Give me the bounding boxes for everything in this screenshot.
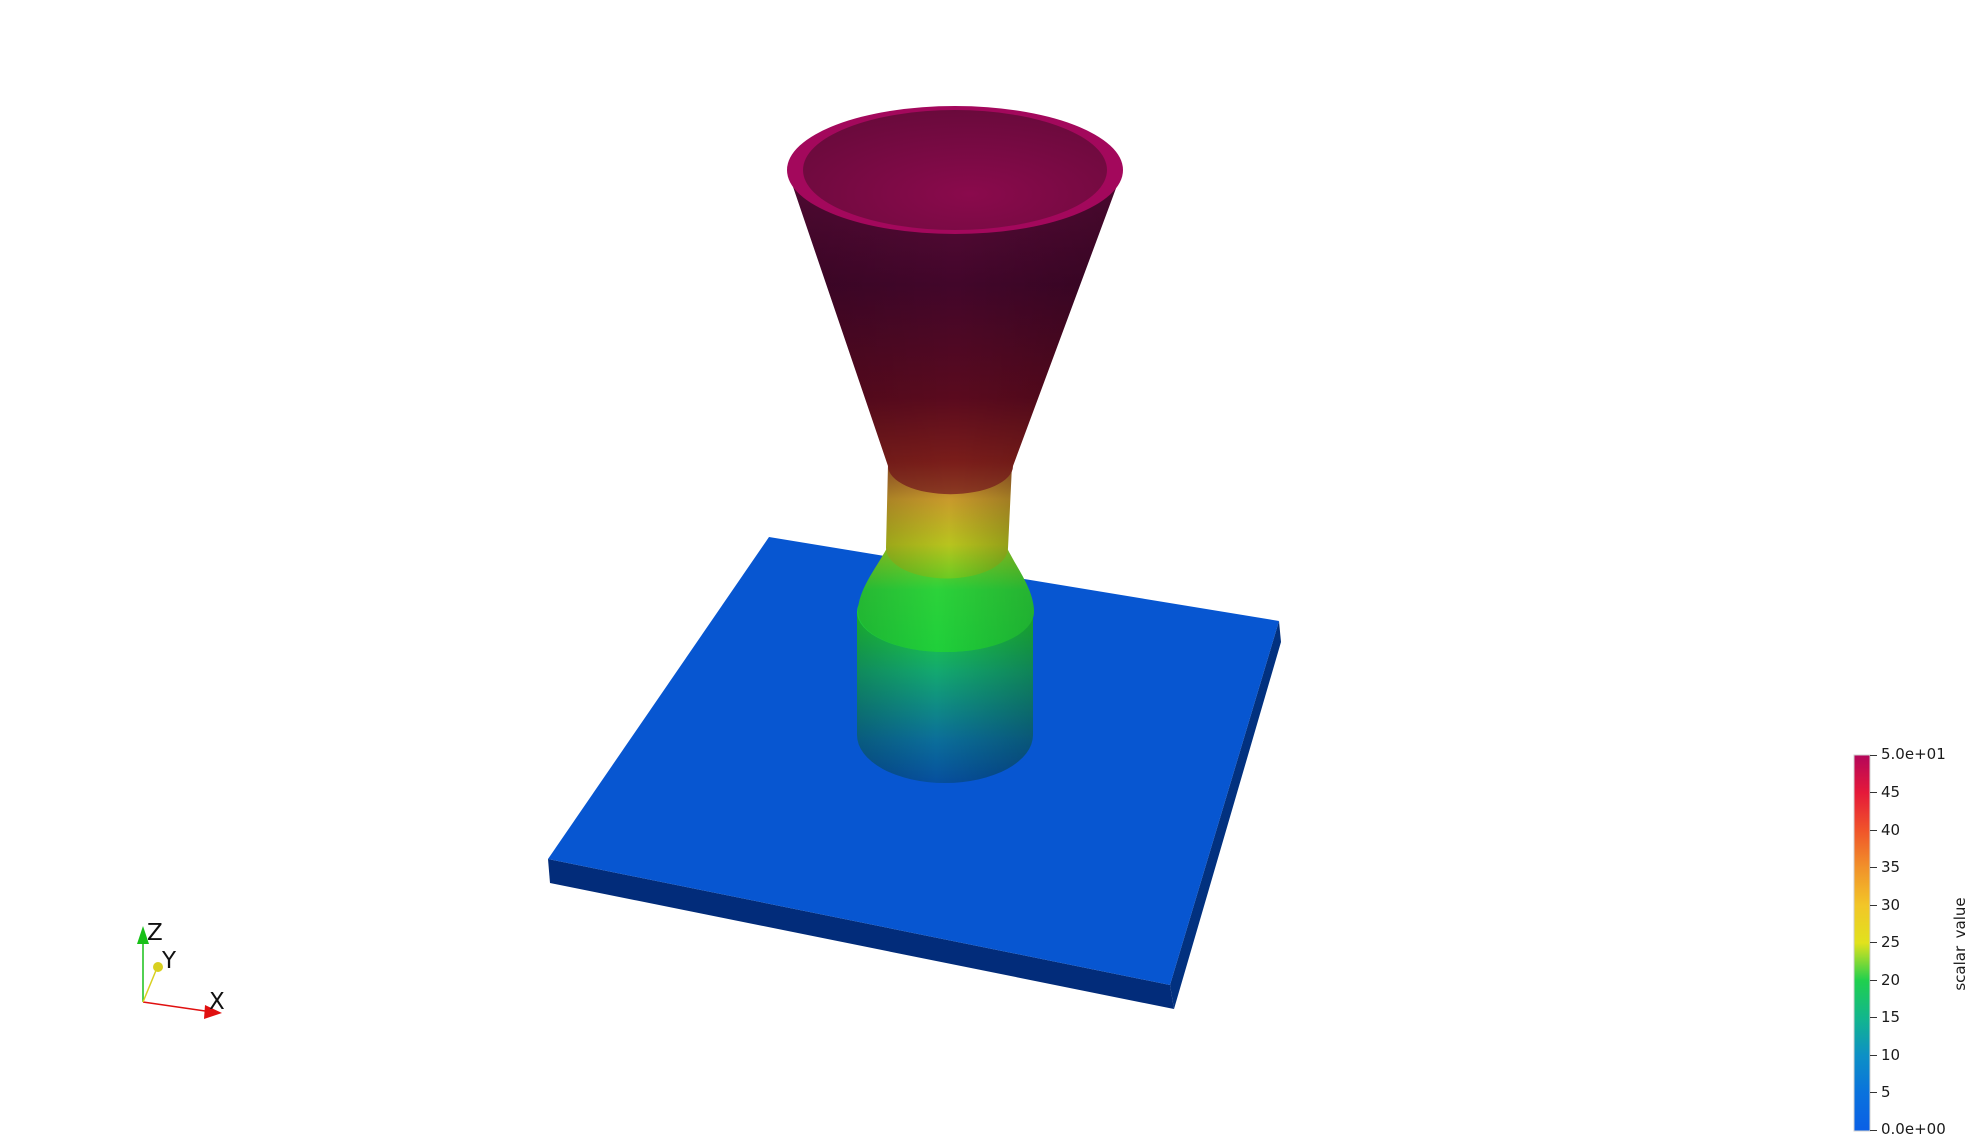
colorbar-label: 20 [1881,971,1901,989]
funnel-cone [788,172,1122,495]
colorbar-label: 40 [1881,821,1901,839]
colorbar-label-min: 0.0e+00 [1881,1120,1946,1138]
funnel-rim [787,106,1123,234]
y-axis-label: Y [161,948,177,974]
colorbar-label: 10 [1881,1046,1901,1064]
taper-section [858,548,1034,652]
colorbar-label: 45 [1881,783,1901,801]
x-axis-arrow [204,1005,222,1019]
colorbar-tick [1870,1055,1877,1056]
y-axis-marker [153,962,163,972]
colorbar-tick [1870,1092,1877,1093]
colorbar-tick [1870,905,1877,906]
colorbar-label: 25 [1881,933,1901,951]
colorbar-tick [1870,1017,1877,1018]
base-plate-front-edge [548,859,1174,1009]
colorbar-label: 15 [1881,1008,1901,1026]
colorbar-tick [1870,755,1877,756]
colorbar-tick [1870,980,1877,981]
colorbar-label-max: 5.0e+01 [1881,745,1946,763]
colorbar-tick [1870,792,1877,793]
colorbar-label: 30 [1881,896,1901,914]
colorbar-gradient [1853,754,1871,1132]
colorbar-tick [1870,830,1877,831]
colorbar-title: scalar_value [1951,897,1966,991]
z-axis-arrow [137,926,149,944]
colorbar-tick [1870,1130,1877,1131]
x-axis-label: X [209,989,225,1015]
base-plate-right-edge [1170,621,1281,1009]
neck [886,465,1012,579]
funnel-interior [803,110,1107,230]
orientation-axes: Z Y X [137,920,225,1019]
colorbar-label: 35 [1881,858,1901,876]
z-axis-label: Z [147,920,163,946]
colorbar-label: 5 [1881,1083,1891,1101]
colorbar-tick [1870,942,1877,943]
colorbar-tick [1870,867,1877,868]
